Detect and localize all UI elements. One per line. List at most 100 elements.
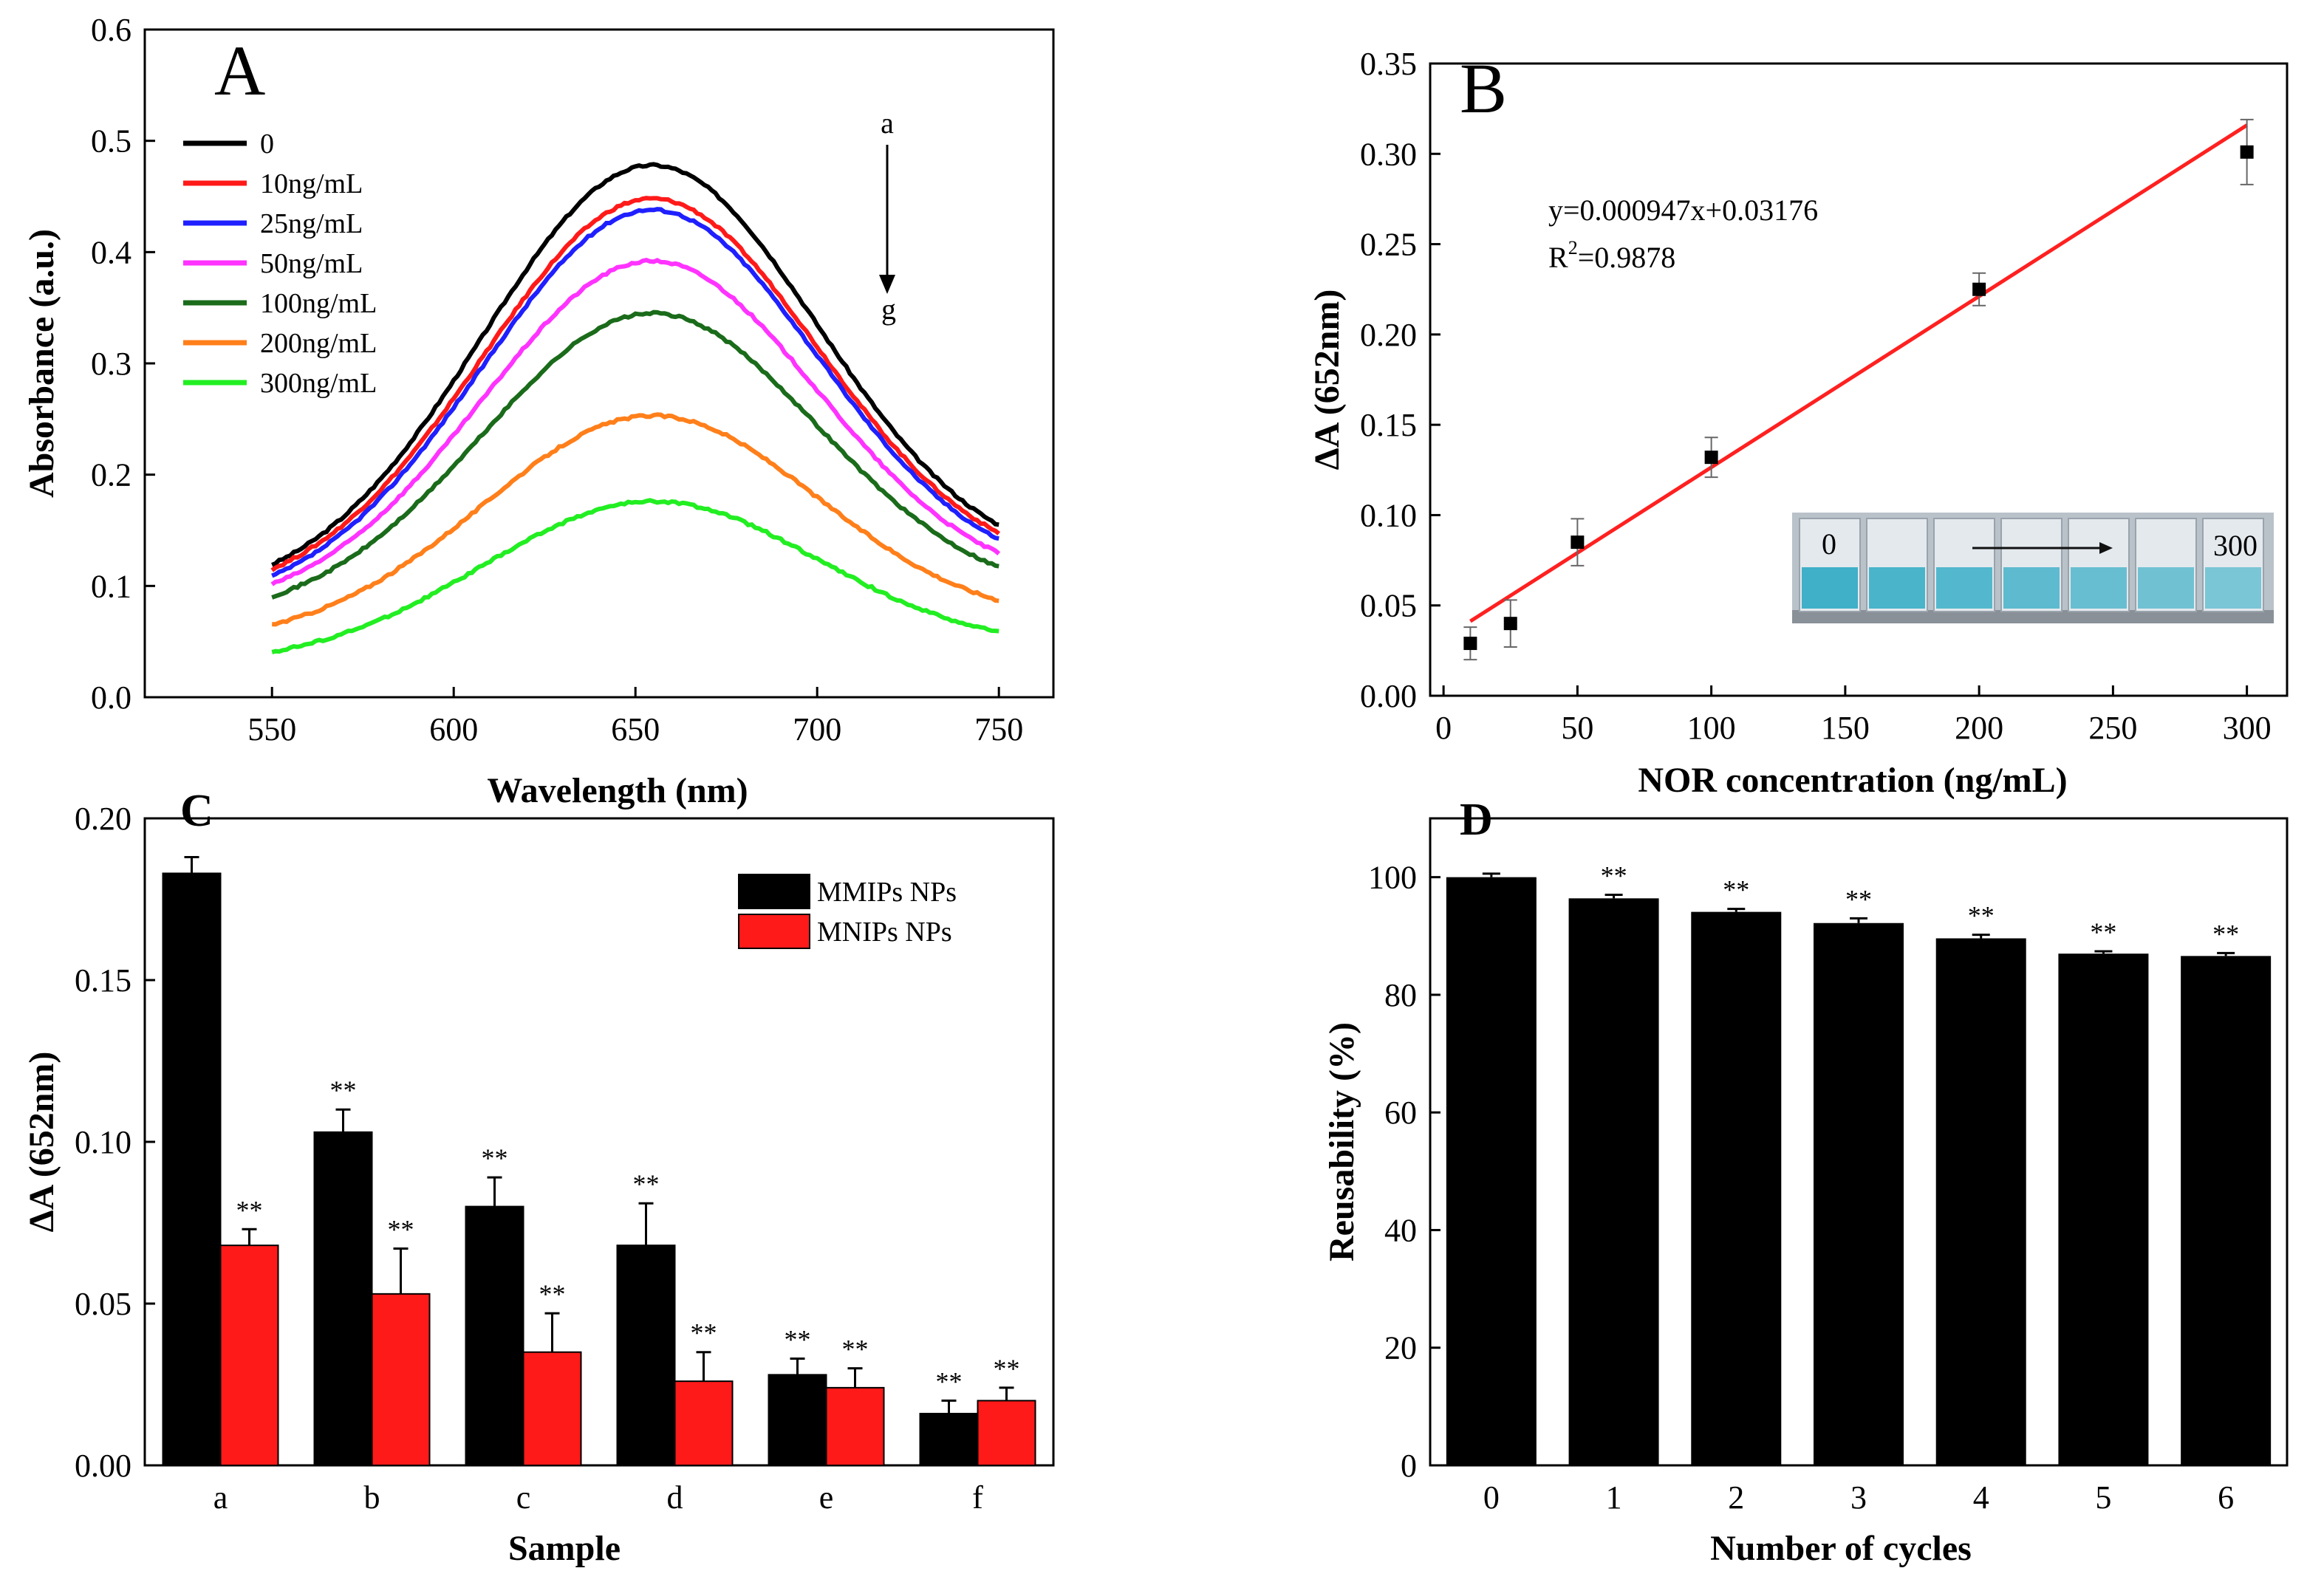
panel-d-y-tick-label: 60 (1384, 1095, 1417, 1131)
panel-b-calibration-chart: 0.00 0.05 0.10 0.15 0.20 0.25 0.30 0.35 0 50 100 1… (1308, 46, 2289, 800)
panel-a-x-axis: 550 600 650 700 750 (247, 687, 1023, 747)
data-point (2240, 145, 2254, 159)
vial-solution (1936, 567, 1992, 609)
panel-b-x-axis: 0 50 100 150 200 250 300 (1435, 685, 2272, 746)
panel-c-letter: C (180, 786, 213, 836)
panel-c-x-title: Sample (508, 1529, 621, 1568)
panel-b-data-points (1463, 118, 2254, 661)
panel-a-y-tick-label: 0.2 (91, 457, 131, 493)
significance-mark: ** (842, 1335, 869, 1364)
panel-d-x-tick-label: 5 (2095, 1479, 2111, 1516)
panel-b-x-tick-label: 300 (2223, 710, 2272, 746)
panel-b-x-title: NOR concentration (ng/mL) (1638, 761, 2067, 800)
panel-c-x-tick-label: d (667, 1479, 683, 1516)
bar-MMIPs NPs-a (162, 872, 222, 1466)
significance-mark: ** (2212, 919, 2239, 948)
vial-solution (2071, 567, 2127, 609)
panel-c-x-tick-label: b (364, 1479, 380, 1516)
inset-vials (1799, 518, 2264, 612)
significance-mark: ** (539, 1279, 566, 1309)
data-point (1463, 637, 1477, 651)
legend-label-100ng/mL: 100ng/mL (260, 288, 377, 319)
bar-cycle-5 (2058, 954, 2149, 1465)
panel-c-legend: MMIPs NPs MNIPs NPs (738, 874, 957, 949)
panel-c-y-tick-label: 0.15 (75, 962, 131, 999)
spectrum-line-300ng/mL (271, 498, 999, 654)
panel-c-y-tick-label: 0.05 (75, 1286, 131, 1322)
panel-a-arrow-start-label: a (881, 106, 894, 140)
panel-b-y-tick-label: 0.35 (1360, 46, 1417, 82)
panel-d-x-tick-label: 1 (1606, 1479, 1622, 1516)
panel-c-frame (143, 817, 1055, 1467)
bar-MNIPs NPs-f (977, 1400, 1036, 1467)
significance-mark: ** (2090, 917, 2116, 947)
data-point (1972, 282, 1986, 296)
bar-MMIPs NPs-f (919, 1412, 979, 1467)
vial-solution (1802, 567, 1858, 609)
panel-c-x-tick-label: a (213, 1479, 228, 1516)
vial-solution (2003, 567, 2060, 609)
panel-a-letter: A (214, 31, 265, 110)
legend-label-300ng/mL: 300ng/mL (260, 368, 377, 399)
legend-swatch-MNIPs NPs (738, 914, 810, 949)
panel-b-y-tick-label: 0.25 (1360, 227, 1417, 263)
bar-cycle-1 (1568, 898, 1659, 1465)
panel-b-letter: B (1460, 49, 1507, 128)
panel-b-x-tick-label: 200 (1955, 710, 2003, 746)
spectrum-line-0 (271, 162, 999, 567)
panel-c-x-tick-label: e (819, 1479, 834, 1516)
significance-mark: ** (482, 1143, 508, 1173)
significance-mark: ** (994, 1354, 1020, 1383)
significance-mark: ** (785, 1324, 811, 1354)
vial-solution (1869, 567, 1925, 609)
panel-a-legend: 0 10ng/mL 25ng/mL 50ng/mL 100ng/mL 200ng/mL 30… (183, 129, 377, 399)
panel-b-y-tick-label: 0.20 (1360, 317, 1417, 353)
panel-b-y-tick-label: 0.05 (1360, 588, 1417, 624)
significance-mark: ** (388, 1215, 414, 1245)
significance-mark: ** (691, 1318, 717, 1348)
legend-label-50ng/mL: 50ng/mL (260, 248, 363, 279)
panel-a-x-tick-label: 600 (429, 711, 478, 747)
legend-label-25ng/mL: 25ng/mL (260, 208, 363, 239)
panel-d-x-tick-label: 0 (1483, 1479, 1500, 1516)
panel-a-x-tick-label: 550 (247, 711, 296, 747)
significance-mark: ** (236, 1195, 263, 1225)
legend-label-10ng/mL: 10ng/mL (260, 168, 363, 199)
panel-a-x-tick-label: 650 (611, 711, 660, 747)
panel-a-x-title: Wavelength (nm) (487, 771, 748, 810)
panel-b-r-squared: R2=0.9878 (1548, 237, 1675, 274)
panel-c-y-tick-label: 0.20 (75, 801, 131, 837)
data-point (1571, 535, 1585, 550)
panel-d-y-tick-label: 100 (1368, 860, 1417, 896)
panel-c-x-tick-label: f (972, 1479, 983, 1516)
panel-c-y-tick-label: 0.00 (75, 1448, 131, 1484)
panel-a-y-tick-label: 0.5 (91, 123, 131, 160)
spectrum-line-25ng/mL (271, 207, 999, 578)
panel-c-selectivity-chart: 0.00 0.05 0.10 0.15 0.20 a ** b ** ** c ** ** d ** ** e… (22, 786, 1055, 1568)
panel-b-vial-photo-inset: 0 300 (1792, 513, 2274, 623)
panel-b-frame (1429, 62, 2289, 697)
panel-d-x-tick-label: 6 (2218, 1479, 2234, 1516)
panel-d-bars: 0 1 ** 2 ** 3 ** 4 ** 5 ** 6 ** (1446, 861, 2272, 1516)
panel-c-y-title: ΔA (652nm) (22, 1052, 61, 1233)
vial-solution (2138, 567, 2194, 609)
panel-d-y-tick-label: 80 (1384, 977, 1417, 1013)
panel-a-spectra-chart: 0.0 0.1 0.2 0.3 0.4 0.5 0.6 550 600 650 700 750 0 1… (22, 12, 1055, 810)
legend-label-MNIPs NPs: MNIPs NPs (817, 917, 952, 948)
panel-b-y-title: ΔA (652nm) (1308, 290, 1347, 470)
panel-b-y-tick-label: 0.30 (1360, 136, 1417, 172)
significance-mark: ** (936, 1366, 963, 1396)
panel-a-y-tick-label: 0.0 (91, 679, 131, 716)
panel-b-equation: y=0.000947x+0.03176 (1548, 194, 1818, 227)
panel-a-series (270, 162, 1001, 654)
spectrum-line-10ng/mL (270, 196, 1001, 572)
bar-MNIPs NPs-d (674, 1380, 734, 1466)
spectrum-line-100ng/mL (271, 309, 999, 600)
panel-a-y-tick-label: 0.1 (91, 568, 131, 604)
panel-d-x-tick-label: 4 (1973, 1479, 1989, 1516)
panel-c-y-axis: 0.00 0.05 0.10 0.15 0.20 (75, 801, 155, 1484)
bar-MNIPs NPs-e (825, 1386, 885, 1467)
panel-a-y-tick-label: 0.4 (91, 234, 131, 270)
panel-c-x-tick-label: c (516, 1479, 531, 1516)
bar-cycle-0 (1446, 877, 1537, 1465)
